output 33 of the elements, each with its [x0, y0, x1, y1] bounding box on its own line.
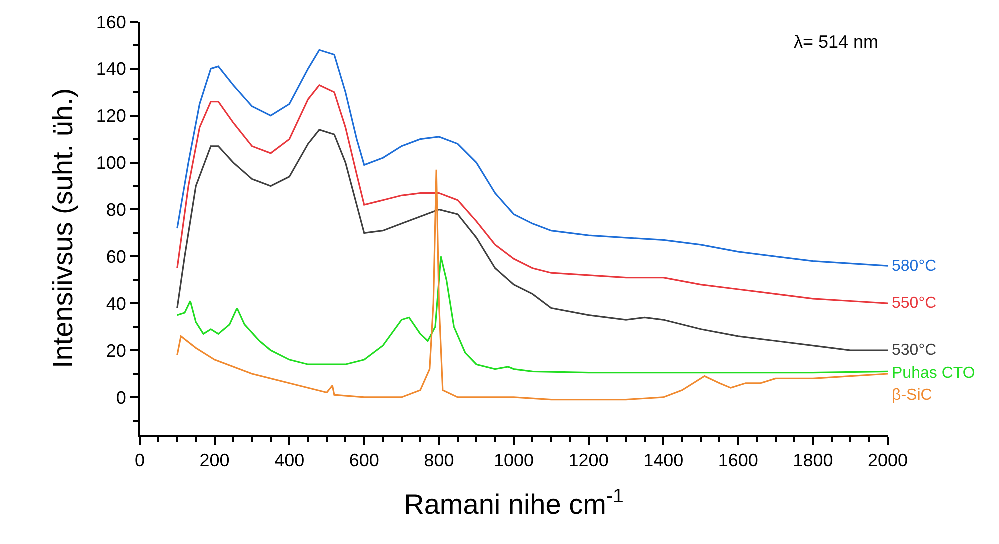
x-tick-label: 1600	[718, 450, 758, 471]
x-tick-label: 1800	[793, 450, 834, 471]
y-tick-label: 160	[96, 12, 126, 32]
y-tick-label: 20	[106, 340, 126, 361]
annotation: λ= 514 nm	[794, 32, 879, 52]
x-tick-label: 1000	[494, 450, 534, 471]
y-tick-label: 40	[106, 294, 126, 314]
x-tick-label: 800	[424, 450, 454, 471]
y-axis-title: Intensiivsus (suht. üh.)	[48, 88, 79, 369]
series-label: β-SiC	[892, 387, 932, 404]
x-tick-label: 2000	[868, 450, 908, 471]
x-tick-label: 0	[134, 450, 146, 471]
y-tick-label: 60	[106, 246, 126, 267]
series-label: 530°C	[892, 342, 937, 359]
series-label: Puhas CTO	[892, 365, 976, 382]
line-series	[176, 49, 888, 267]
x-tick-label: 1400	[644, 450, 684, 471]
x-tick-label: 400	[274, 450, 305, 471]
y-tick-label: 80	[106, 200, 126, 220]
line-series	[176, 256, 888, 374]
x-tick-label: 1200	[568, 450, 609, 471]
x-tick-label: 200	[200, 450, 230, 471]
y-tick-label: 140	[96, 59, 126, 80]
y-tick-label: 0	[116, 388, 126, 408]
y-tick-label: 120	[96, 106, 126, 126]
line-series	[176, 169, 888, 401]
line-series	[176, 129, 888, 352]
series-label: 550°C	[892, 295, 937, 312]
y-tick-label: 100	[96, 153, 126, 174]
line-series	[176, 84, 888, 304]
x-tick-label: 600	[349, 450, 380, 471]
x-axis-title: Ramani nihe cm$^{-1}$	[404, 485, 624, 520]
series-label: 580°C	[892, 258, 937, 275]
